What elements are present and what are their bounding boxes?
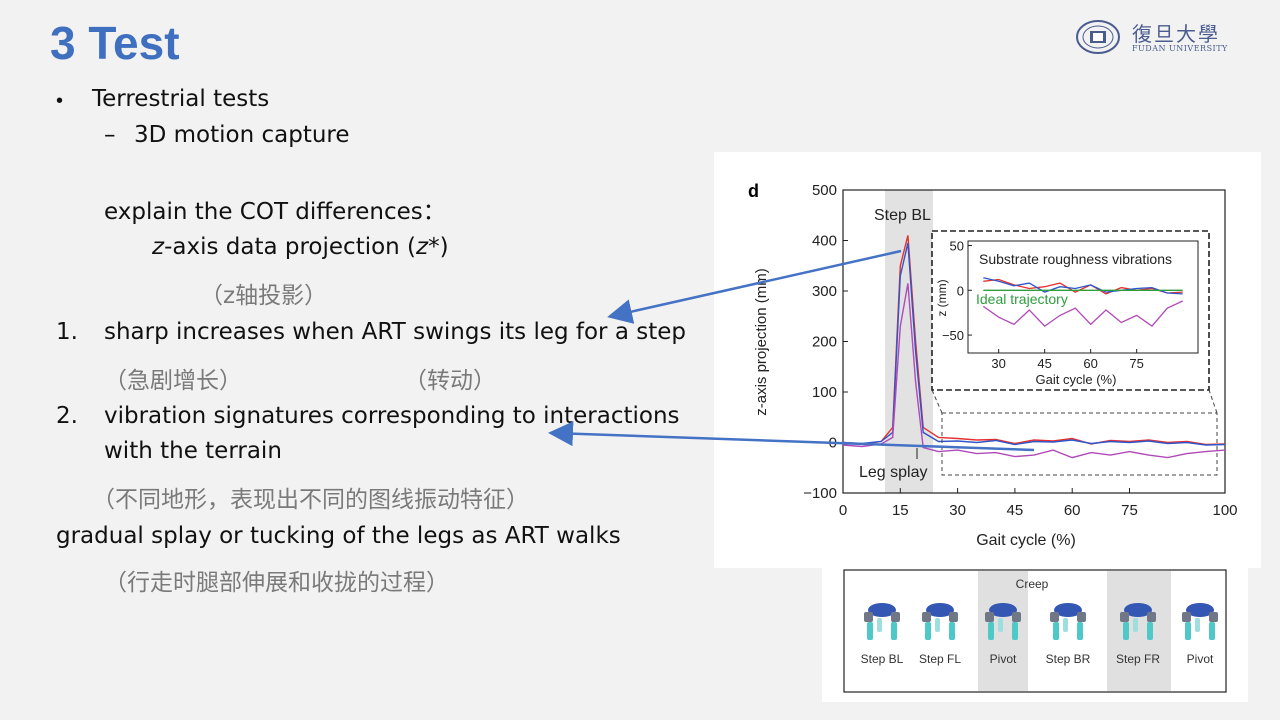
- line-sharp-increases: sharp increases when ART swings its leg …: [104, 319, 686, 345]
- inset-y-tick-label: 50: [950, 238, 964, 253]
- gait-label: Step FR: [1116, 652, 1160, 666]
- line-swing-cn: （转动）: [404, 368, 496, 394]
- x-tick-label: 30: [949, 502, 966, 519]
- y-tick-label: 500: [812, 182, 837, 199]
- x-tick-label: 45: [1007, 502, 1024, 519]
- line-terrestrial-tests: Terrestrial tests: [92, 86, 270, 112]
- gait-sequence: Creep Step BL Step FL Pivot Step BR Step FR P…: [843, 569, 1227, 693]
- x-tick-label: 75: [1121, 502, 1138, 519]
- x-axis-label: Gait cycle (%): [976, 532, 1076, 549]
- z-italic-2: z: [416, 234, 429, 260]
- number-1: 1.: [56, 319, 78, 345]
- robot-pose-6: [1182, 603, 1218, 640]
- robot-pose-4: [1050, 603, 1086, 640]
- logo-english-text: FUDAN UNIVERSITY: [1132, 44, 1228, 53]
- inset-x-tick-label: 30: [991, 356, 1005, 371]
- annotation-step-bl: Step BL: [874, 207, 931, 224]
- inset-series-line-2: [983, 277, 1183, 295]
- slide-title: 3 Test: [50, 17, 180, 69]
- fudan-logo: 復旦大學 FUDAN UNIVERSITY: [1074, 18, 1234, 58]
- panel-label: d: [748, 181, 759, 201]
- inset-plot-frame: [967, 240, 1199, 354]
- y-tick-label: −100: [803, 485, 837, 502]
- gait-label: Pivot: [1187, 652, 1214, 666]
- inset-x-label: Gait cycle (%): [1036, 372, 1117, 387]
- logo-chinese-text: 復旦大學: [1132, 22, 1220, 46]
- y-tick-label: 0: [829, 435, 837, 452]
- gait-header: Creep: [1016, 577, 1049, 591]
- zoom-region: [941, 412, 1218, 476]
- gait-label: Step BR: [1046, 652, 1091, 666]
- inset-y-label: z (mm): [935, 279, 949, 316]
- robot-pose-3: [985, 603, 1021, 640]
- inset-x-tick-label: 60: [1083, 356, 1097, 371]
- inset-x-tick-label: 75: [1129, 356, 1143, 371]
- y-tick-label: 400: [812, 233, 837, 250]
- robot-pose-1: [864, 603, 900, 640]
- gait-label: Pivot: [990, 652, 1017, 666]
- line-terrain-cn: （不同地形，表现出不同的图线振动特征）: [92, 487, 529, 513]
- dash-icon: –: [104, 122, 116, 148]
- gait-figure: Creep Step BL Step FL Pivot Step BR Step FR P…: [822, 566, 1248, 702]
- z-italic: z: [152, 234, 165, 260]
- step-band: [885, 190, 933, 493]
- line-splay-cn: （行走时腿部伸展和收拢的过程）: [104, 570, 449, 596]
- line-sharp-cn: （急剧增长）: [104, 368, 242, 394]
- z-projection-text: -axis data projection (: [164, 234, 417, 260]
- zoom-connector-right: [1208, 389, 1218, 414]
- line-explain-cot: explain the COT differences：: [104, 199, 446, 225]
- series-line-3: [842, 283, 1226, 459]
- line-z-projection-cn: （z轴投影）: [200, 283, 328, 309]
- university-seal-icon: [1076, 20, 1120, 54]
- y-tick-label: 100: [812, 384, 837, 401]
- inset-x-tick-label: 45: [1037, 356, 1051, 371]
- gait-label: Step FL: [919, 652, 961, 666]
- x-tick-label: 100: [1212, 502, 1237, 519]
- annotation-leg-splay: Leg splay: [859, 464, 928, 481]
- robot-pose-5: [1120, 603, 1156, 640]
- x-tick-label: 15: [892, 502, 909, 519]
- gait-label: Step BL: [861, 652, 904, 666]
- line-z-projection: z-axis data projection (z*): [152, 234, 449, 260]
- y-axis-label: z-axis projection (mm): [753, 268, 770, 416]
- figure-d: d 500 400 300 200 100 0 −100 0 15 30 45 60 75 100 z-…: [714, 152, 1261, 568]
- line-gradual-splay: gradual splay or tucking of the legs as …: [56, 523, 621, 549]
- number-2: 2.: [56, 403, 78, 429]
- pivot-band-1: [978, 571, 1028, 691]
- robot-pose-2: [922, 603, 958, 640]
- z-projection-end: *): [428, 234, 449, 260]
- bullet-icon: •: [56, 90, 64, 112]
- line-vibration: vibration signatures corresponding to in…: [104, 403, 680, 429]
- inset-y-tick-label: −50: [942, 328, 964, 343]
- inset-title: Substrate roughness vibrations: [979, 251, 1172, 267]
- line-terrain: with the terrain: [104, 438, 282, 464]
- inset-ideal-label: Ideal trajectory: [976, 291, 1068, 307]
- x-tick-label: 0: [839, 502, 847, 519]
- line-motion-capture: 3D motion capture: [134, 122, 350, 148]
- x-tick-label: 60: [1064, 502, 1081, 519]
- y-tick-label: 300: [812, 283, 837, 300]
- y-tick-label: 200: [812, 334, 837, 351]
- pivot-band-2: [1107, 571, 1171, 691]
- inset-series-line-3: [982, 300, 1183, 327]
- inset-y-tick-label: 0: [957, 283, 964, 298]
- zoom-connector-left: [931, 389, 943, 414]
